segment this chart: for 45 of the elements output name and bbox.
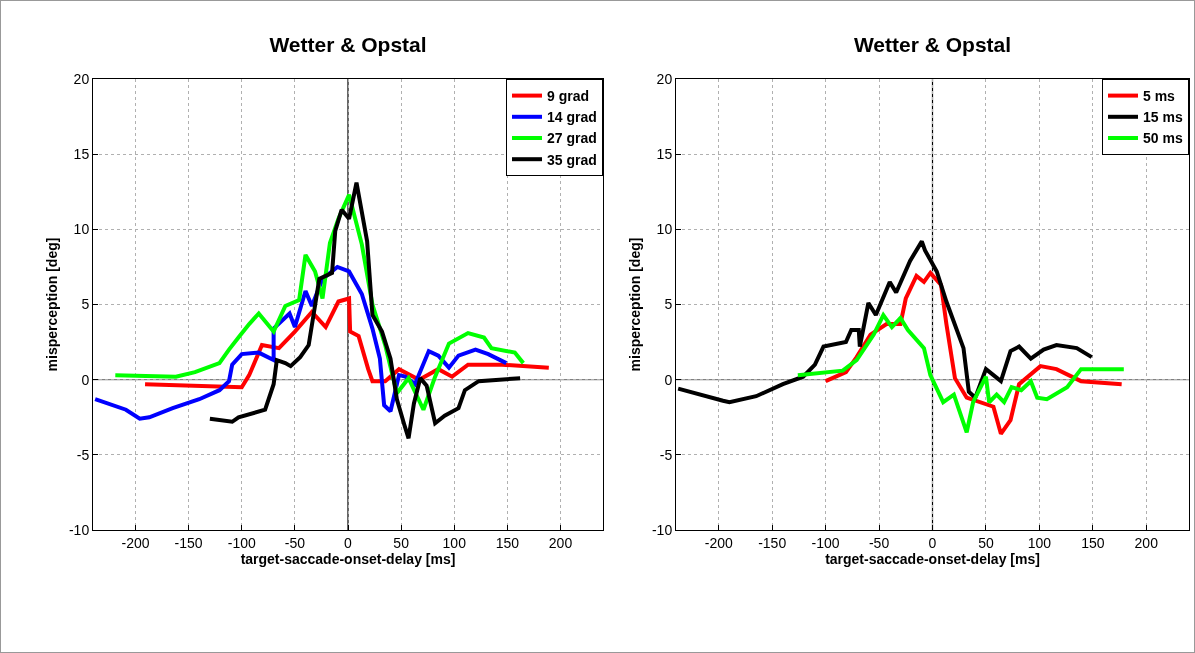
y-tick-label: 10 — [73, 221, 90, 238]
x-tick-label: 100 — [1027, 534, 1052, 551]
y-tick-label: -10 — [68, 521, 90, 538]
x-tick-label: -150 — [758, 534, 787, 551]
x-tick-label: -200 — [121, 534, 150, 551]
x-tick-label: 200 — [548, 534, 573, 551]
x-tick-label: -50 — [868, 534, 890, 551]
legend-label: 14 grad — [547, 109, 597, 126]
x-tick-label: 150 — [1081, 534, 1105, 551]
chart-title: Wetter & Opstal — [269, 32, 427, 56]
legend-label: 50 ms — [1143, 130, 1183, 147]
x-tick-label: 150 — [495, 534, 520, 551]
x-tick-label: 50 — [978, 534, 994, 551]
chart-title: Wetter & Opstal — [853, 32, 1012, 56]
y-tick-label: 20 — [73, 70, 90, 87]
legend-label: 27 grad — [547, 130, 597, 147]
x-tick-label: 0 — [928, 534, 937, 551]
y-tick-label: 5 — [81, 296, 90, 313]
x-axis-title: target-saccade-onset-delay [ms] — [825, 550, 1040, 567]
legend-label: 9 grad — [547, 88, 590, 105]
y-tick-label: 0 — [81, 371, 90, 388]
x-axis-title: target-saccade-onset-delay [ms] — [240, 550, 456, 567]
y-axis-title: misperception [deg] — [43, 237, 60, 372]
y-tick-label: -5 — [76, 446, 90, 463]
y-tick-label: 10 — [656, 221, 673, 238]
legend-label: 15 ms — [1143, 109, 1183, 126]
x-tick-label: -100 — [227, 534, 256, 551]
y-tick-label: 5 — [664, 296, 673, 313]
x-tick-label: 200 — [1134, 534, 1159, 551]
x-tick-label: -200 — [704, 534, 733, 551]
y-tick-label: 15 — [656, 146, 673, 163]
y-tick-label: 20 — [656, 70, 673, 87]
y-tick-label: -5 — [659, 446, 673, 463]
x-tick-label: -100 — [811, 534, 840, 551]
x-tick-label: -50 — [284, 534, 306, 551]
x-tick-label: -150 — [174, 534, 203, 551]
x-tick-label: 50 — [393, 534, 410, 551]
legend-label: 5 ms — [1143, 88, 1176, 105]
y-tick-label: -10 — [651, 521, 673, 538]
y-tick-label: 15 — [73, 146, 90, 163]
y-tick-label: 0 — [664, 371, 673, 388]
x-tick-label: 0 — [344, 534, 353, 551]
x-tick-label: 100 — [442, 534, 467, 551]
legend-label: 35 grad — [547, 151, 597, 168]
y-axis-title: misperception [deg] — [626, 237, 643, 372]
